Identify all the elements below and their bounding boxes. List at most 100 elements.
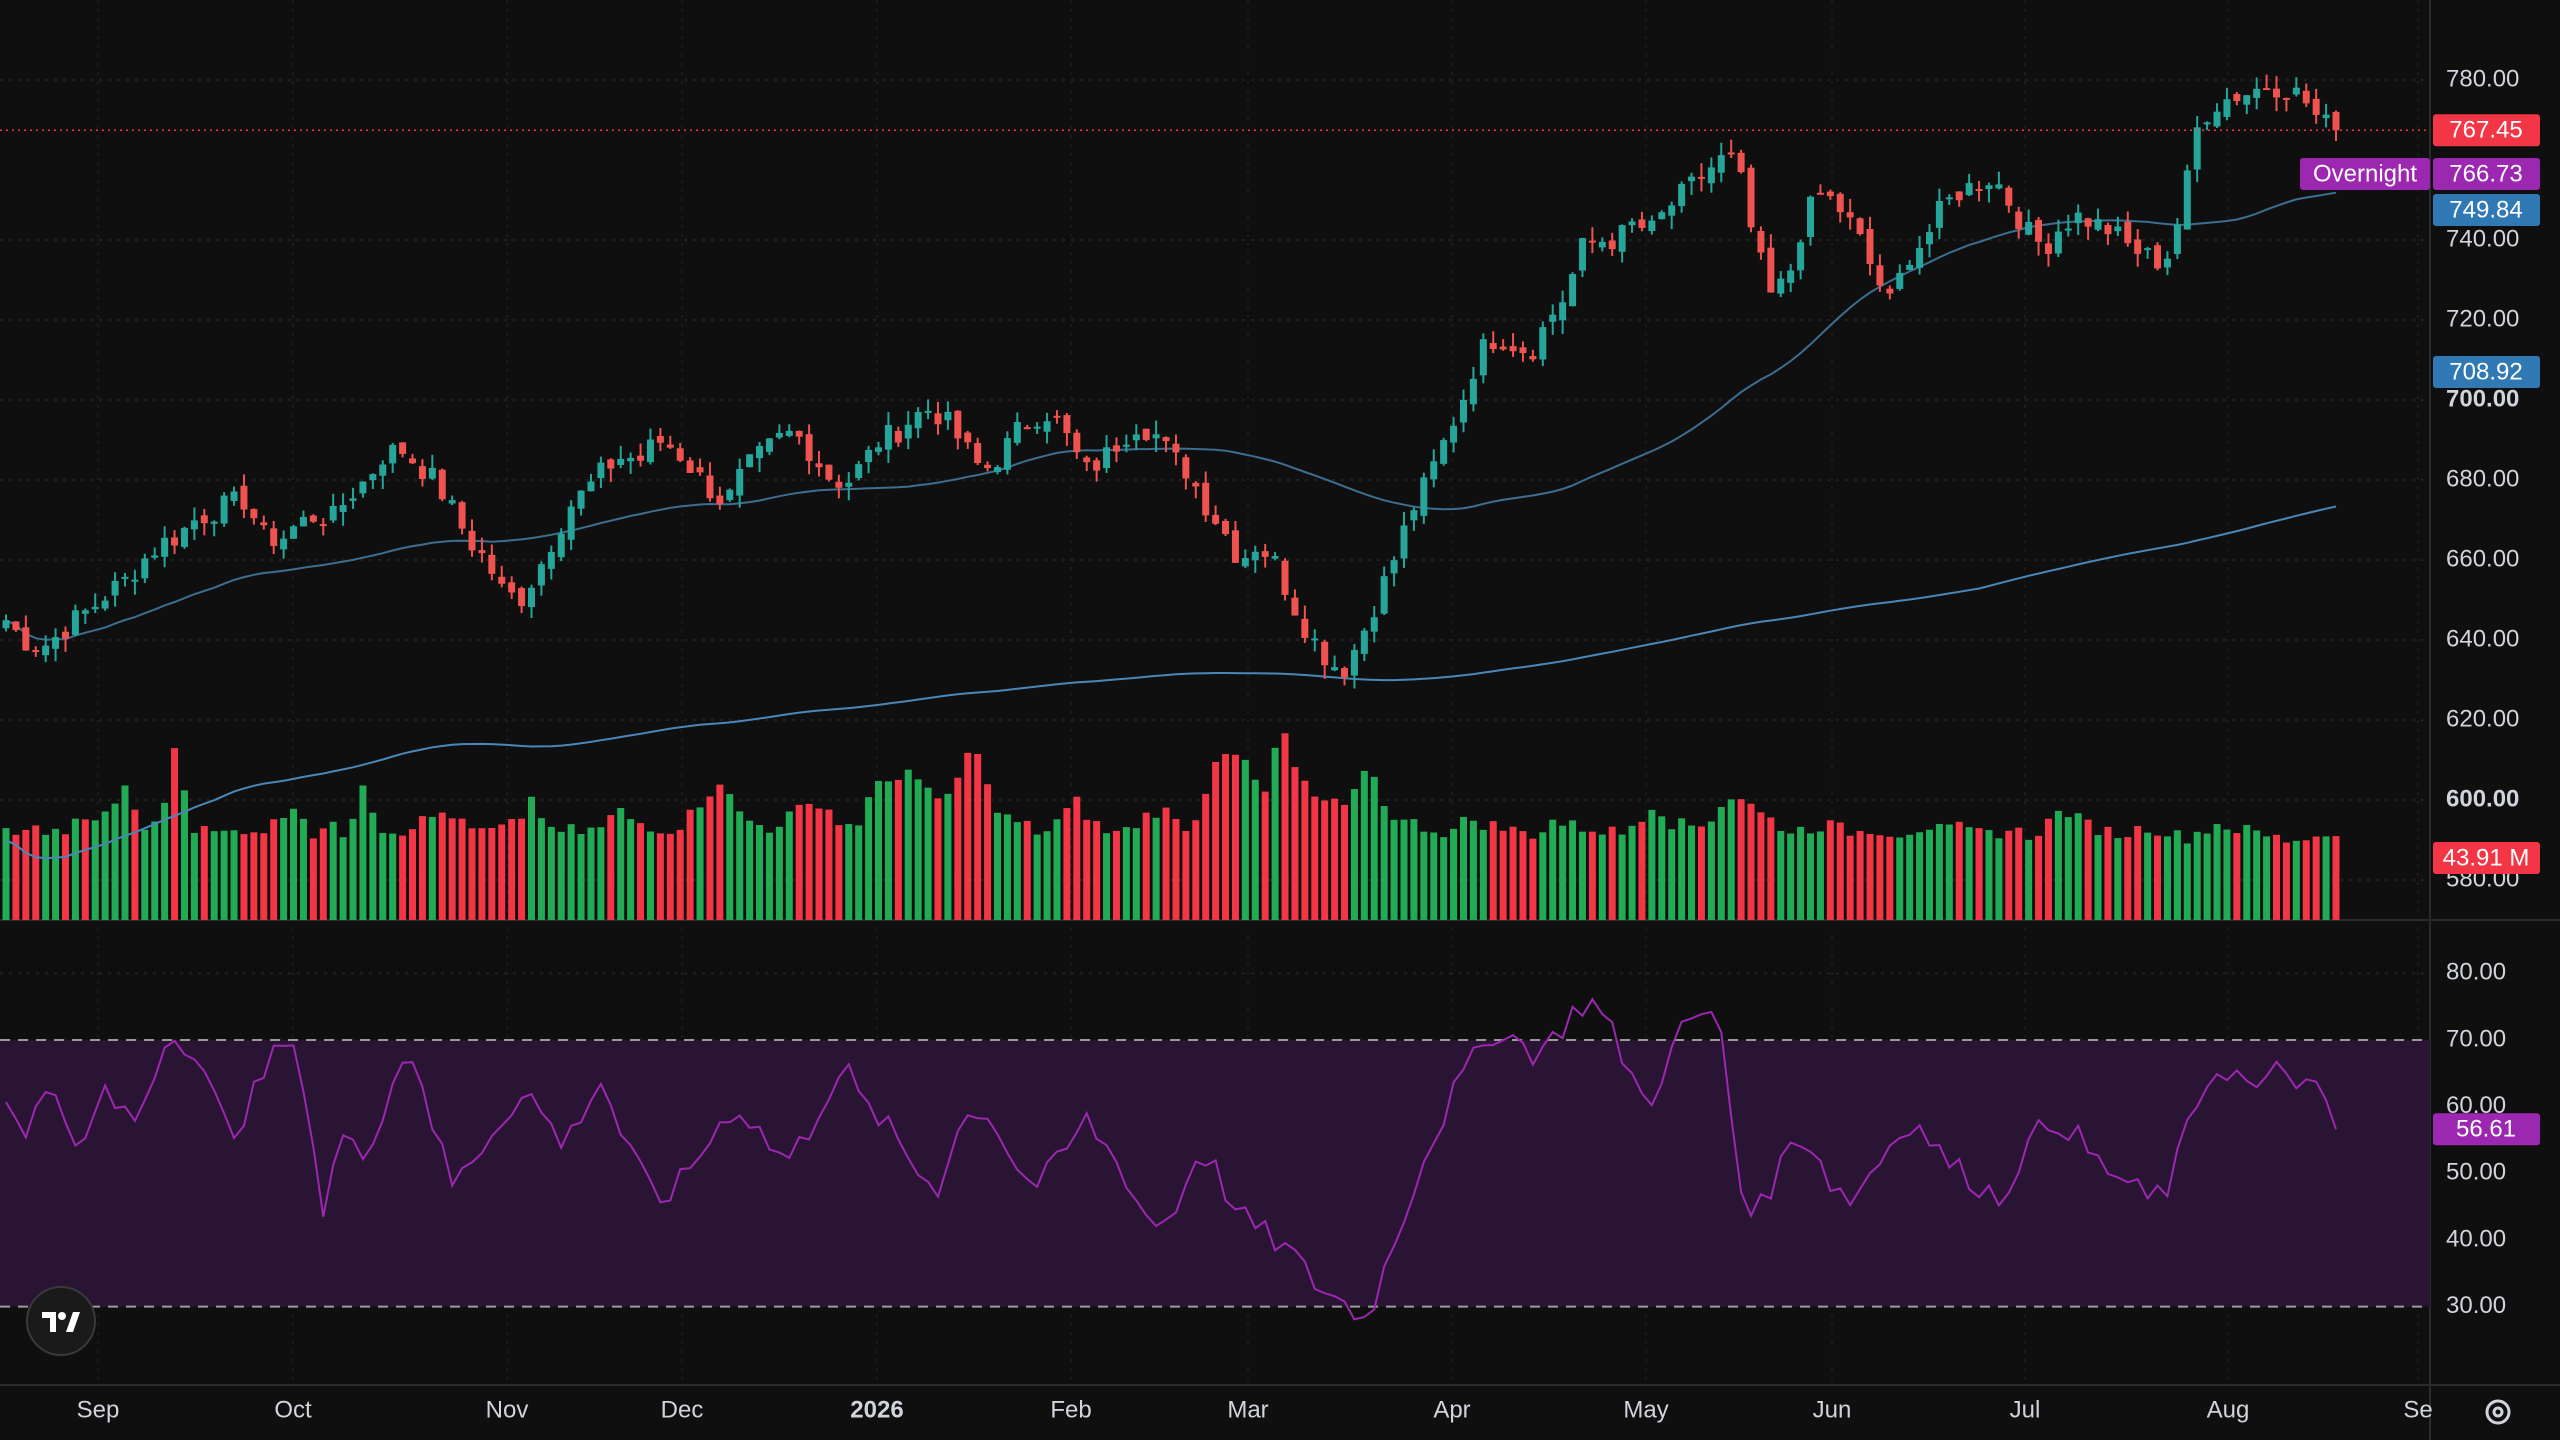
- candle-body: [1965, 183, 1973, 196]
- candle-body: [2005, 187, 2013, 206]
- volume-bar: [260, 833, 268, 920]
- time-tick-label: 2026: [850, 1396, 903, 1423]
- volume-bar: [438, 812, 446, 920]
- candle-body: [825, 464, 833, 480]
- volume-bar: [2025, 839, 2033, 920]
- candle-body: [1519, 347, 1527, 354]
- gear-icon[interactable]: [2478, 1392, 2518, 1432]
- candle-body: [478, 550, 486, 554]
- candle-body: [1311, 638, 1319, 641]
- volume-bar: [131, 809, 139, 920]
- price-tick-label: 680.00: [2446, 465, 2519, 492]
- candle-body: [1747, 167, 1755, 228]
- volume-bar: [250, 832, 258, 920]
- candle-body: [627, 457, 635, 462]
- candle-body: [1787, 270, 1795, 283]
- volume-bar: [161, 802, 169, 920]
- price-axis[interactable]: 780.00 740.00 720.00 700.00 680.00 660.00 640.…: [2446, 65, 2519, 1319]
- volume-bar: [1896, 837, 1904, 920]
- volume-bar: [637, 823, 645, 920]
- candle-body: [2124, 221, 2132, 244]
- volume-badge: 43.91 M: [2443, 844, 2530, 871]
- volume-bar: [607, 815, 615, 920]
- rsi-tick-label: 50.00: [2446, 1159, 2506, 1186]
- candle-body: [1985, 185, 1993, 190]
- volume-bar: [2282, 842, 2290, 920]
- candle-body: [12, 621, 20, 631]
- volume-bar: [1023, 820, 1031, 920]
- volume-bar: [2064, 817, 2072, 920]
- candle-body: [1797, 242, 1805, 271]
- candle-body: [1380, 576, 1388, 614]
- volume-bar: [409, 829, 417, 920]
- volume-bar: [825, 809, 833, 920]
- candle-body: [1459, 399, 1467, 423]
- volume-bar: [1083, 819, 1091, 920]
- volume-bar: [71, 818, 79, 920]
- volume-bar: [171, 748, 179, 920]
- tradingview-logo-icon[interactable]: [26, 1286, 96, 1356]
- volume-bar: [111, 803, 119, 920]
- candle-body: [1668, 205, 1676, 216]
- candle-body: [1757, 230, 1765, 253]
- ma-200-badge: 708.92: [2449, 358, 2522, 385]
- time-tick-label: Feb: [1050, 1396, 1091, 1423]
- volume-bar: [1112, 830, 1120, 920]
- candle-body: [1678, 183, 1686, 207]
- candle-body: [319, 524, 327, 527]
- volume-bar: [81, 819, 89, 920]
- volume-bar: [1866, 834, 1874, 920]
- candle-body: [914, 412, 922, 429]
- candle-body: [785, 430, 793, 436]
- volume-bar: [1826, 820, 1834, 920]
- candle-body: [52, 637, 60, 649]
- candle-body: [2253, 88, 2261, 98]
- candle-body: [746, 454, 754, 468]
- candle-body: [141, 558, 149, 579]
- candle-body: [180, 527, 188, 547]
- candle-body: [706, 475, 714, 499]
- candle-body: [1469, 378, 1477, 405]
- volume-bar: [1241, 759, 1249, 920]
- volume-bar: [1539, 832, 1547, 920]
- volume-bar: [1688, 825, 1696, 920]
- candle-body: [1033, 426, 1041, 429]
- time-axis[interactable]: Sep Oct Nov Dec 2026 Feb Mar Apr May Jun Jul Aug Se: [77, 1396, 2433, 1423]
- volume-bar: [1608, 826, 1616, 920]
- volume-bar: [2273, 834, 2281, 920]
- volume-bar: [1707, 821, 1715, 920]
- candle-body: [686, 460, 694, 473]
- volume-bar: [706, 796, 714, 920]
- volume-bar: [527, 796, 535, 920]
- volume-bar: [785, 811, 793, 920]
- candle-body: [1648, 220, 1656, 231]
- volume-bar: [1727, 799, 1735, 920]
- candle-body: [389, 444, 397, 464]
- candle-body: [1321, 641, 1329, 666]
- volume-bar: [993, 812, 1001, 920]
- price-badges: 767.45 766.73 Overnight 749.84 708.92 43.91 M…: [2300, 114, 2540, 1146]
- volume-bar: [299, 818, 307, 920]
- volume-bar: [2173, 830, 2181, 920]
- volume-bar: [934, 798, 942, 920]
- volume-bar: [399, 835, 407, 920]
- candle-body: [2302, 90, 2310, 104]
- volume-bar: [2183, 843, 2191, 920]
- volume-bar: [2084, 819, 2092, 920]
- price-tick-label: 660.00: [2446, 545, 2519, 572]
- volume-bar: [478, 828, 486, 920]
- volume-bar: [1311, 796, 1319, 920]
- volume-bar: [1955, 821, 1963, 920]
- candle-body: [1350, 649, 1358, 676]
- volume-bar: [2124, 837, 2132, 920]
- volume-bar: [280, 817, 288, 920]
- volume-bar: [1410, 819, 1418, 920]
- candle-body: [934, 413, 942, 425]
- volume-bar: [1678, 818, 1686, 920]
- candle-body: [2163, 258, 2171, 268]
- rsi-tick-label: 30.00: [2446, 1292, 2506, 1319]
- candle-body: [220, 495, 228, 524]
- volume-bar: [1003, 814, 1011, 920]
- volume-bar: [91, 820, 99, 920]
